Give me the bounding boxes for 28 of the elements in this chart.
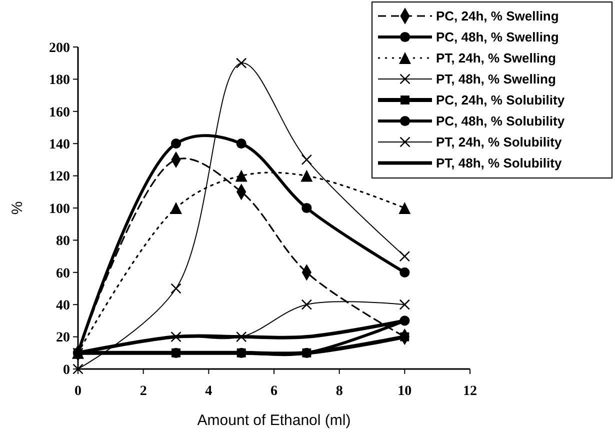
x-tick-label: 10 [398, 384, 412, 399]
y-tick-label: 180 [49, 73, 70, 88]
x-tick-label: 0 [74, 384, 82, 399]
y-tick-label: 160 [49, 105, 70, 120]
x-axis-title: Amount of Ethanol (ml) [197, 412, 351, 429]
legend-label: PT, 48h, % Solubility [436, 156, 562, 171]
legend-label: PT, 48h, % Swelling [436, 72, 556, 87]
y-tick-label: 100 [49, 202, 70, 217]
x-tick-label: 2 [140, 384, 147, 399]
legend-label: PC, 48h, % Solubility [436, 114, 566, 129]
legend-label: PT, 24h, % Swelling [436, 50, 556, 66]
legend-label: PC, 24h, % Solubility [436, 92, 566, 108]
x-tick-label: 6 [270, 384, 278, 399]
y-axis-title: % [9, 201, 26, 215]
x-tick-label: 8 [336, 384, 343, 399]
y-tick-label: 120 [49, 170, 70, 185]
legend-label: PC, 24h, % Swelling [436, 8, 559, 24]
y-tick-label: 140 [49, 138, 70, 152]
x-tick-label: 12 [463, 384, 477, 399]
y-tick-label: 20 [56, 330, 70, 346]
x-tick-label: 4 [205, 384, 212, 399]
y-tick-label: 200 [49, 40, 70, 56]
y-tick-label: 60 [56, 266, 70, 282]
y-tick-label: 80 [56, 234, 70, 250]
legend-label: PT, 24h, % Solubility [436, 134, 562, 150]
y-tick-label: 0 [63, 362, 70, 378]
legend-label: PC, 48h, % Swelling [436, 30, 559, 45]
y-tick-label: 40 [56, 298, 70, 314]
